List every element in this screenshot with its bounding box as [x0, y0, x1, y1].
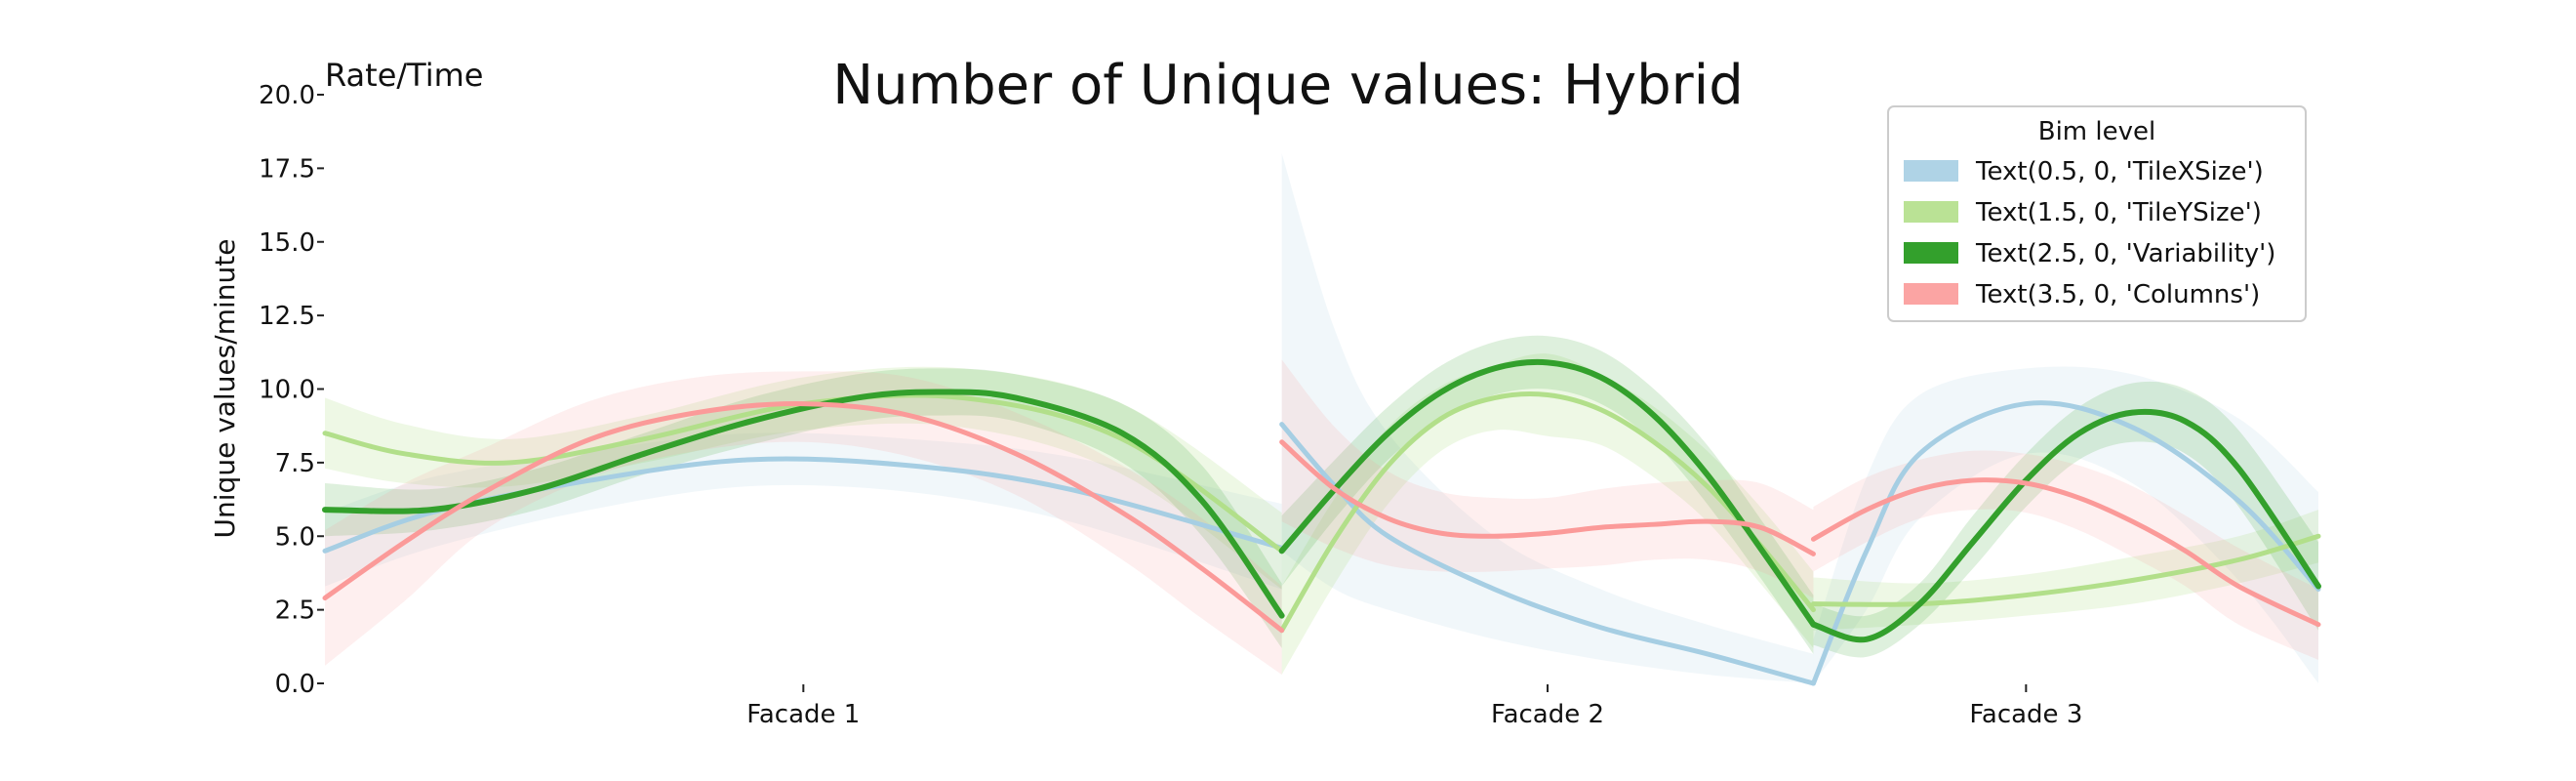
chart-title: Number of Unique values: Hybrid — [832, 54, 1744, 117]
band-tilexsize-segment-3 — [1813, 366, 2318, 683]
legend-entry-label: Text(2.5, 0, 'Variability') — [1975, 239, 2275, 268]
legend-frame — [1887, 105, 2307, 322]
band-tileysize-segment-1 — [325, 366, 1282, 590]
line-variability-segment-3 — [1810, 408, 2321, 643]
y-tick-label: 5.0 — [275, 522, 315, 552]
y-axis-label: Unique values/minute — [209, 239, 241, 539]
legend-entry-label: Text(0.5, 0, 'TileXSize') — [1975, 157, 2264, 186]
y-tick-label: 20.0 — [259, 81, 315, 110]
line-columns-segment-2 — [1279, 439, 1816, 556]
x-tick-label: Facade 2 — [1491, 700, 1604, 729]
band-columns-segment-3 — [1813, 450, 2318, 660]
band-columns-segment-1 — [325, 371, 1282, 675]
x-tick-label: Facade 1 — [746, 700, 860, 729]
band-variability-segment-3 — [1813, 381, 2318, 658]
x-tick-label: Facade 3 — [1969, 700, 2082, 729]
legend-swatch — [1904, 283, 1958, 305]
y-tick-label: 12.5 — [259, 302, 315, 331]
y-tick-label: 2.5 — [275, 596, 315, 626]
line-columns-segment-3 — [1810, 477, 2321, 628]
line-columns-segment-1 — [322, 401, 1285, 634]
band-tileysize-segment-2 — [1281, 353, 1814, 675]
legend-swatch — [1904, 201, 1958, 223]
x-axis: Facade 1 Facade 2 Facade 3 — [746, 684, 2082, 729]
legend-swatch — [1904, 160, 1958, 182]
legend-entry-label: Text(3.5, 0, 'Columns') — [1975, 280, 2260, 309]
y-tick-label: 0.0 — [275, 670, 315, 699]
legend-title: Bim level — [2038, 117, 2155, 146]
band-columns-segment-2 — [1281, 359, 1814, 598]
line-variability-segment-1 — [322, 389, 1285, 619]
band-variability-segment-1 — [325, 368, 1282, 648]
series-lines — [322, 358, 2321, 686]
y-tick-label: 10.0 — [259, 376, 315, 405]
legend: Bim level Text(0.5, 0, 'TileXSize')Text(… — [1887, 105, 2307, 322]
line-tilexsize-segment-3 — [1810, 400, 2321, 686]
y-axis: 0.0 2.5 5.0 7.5 10.0 12.5 15.0 17.5 20.0 — [259, 81, 324, 699]
legend-entry-label: Text(1.5, 0, 'TileYSize') — [1975, 198, 2262, 227]
legend-swatch — [1904, 242, 1958, 264]
corner-label: Rate/Time — [325, 57, 483, 94]
band-tileysize-segment-3 — [1813, 510, 2318, 631]
legend-entries: Text(0.5, 0, 'TileXSize') Text(1.5, 0, 'T… — [1904, 157, 2275, 309]
y-tick-label: 15.0 — [259, 228, 315, 258]
line-tileysize-segment-1 — [322, 392, 1285, 554]
line-variability-segment-2 — [1278, 358, 1817, 628]
band-tilexsize-segment-1 — [325, 432, 1282, 590]
y-tick-label: 7.5 — [275, 449, 315, 478]
band-variability-segment-2 — [1281, 335, 1814, 654]
line-tileysize-segment-3 — [1810, 533, 2321, 607]
y-tick-label: 17.5 — [259, 154, 315, 184]
